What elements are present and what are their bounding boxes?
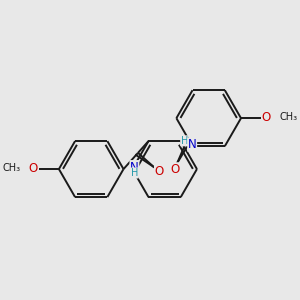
Text: O: O [170, 163, 179, 176]
Text: N: N [188, 138, 197, 151]
Text: O: O [154, 165, 164, 178]
Text: H: H [131, 168, 138, 178]
Text: H: H [181, 136, 188, 146]
Text: O: O [262, 111, 271, 124]
Text: O: O [29, 162, 38, 175]
Text: CH₃: CH₃ [3, 163, 21, 173]
Text: CH₃: CH₃ [279, 112, 297, 122]
Text: N: N [130, 160, 139, 174]
